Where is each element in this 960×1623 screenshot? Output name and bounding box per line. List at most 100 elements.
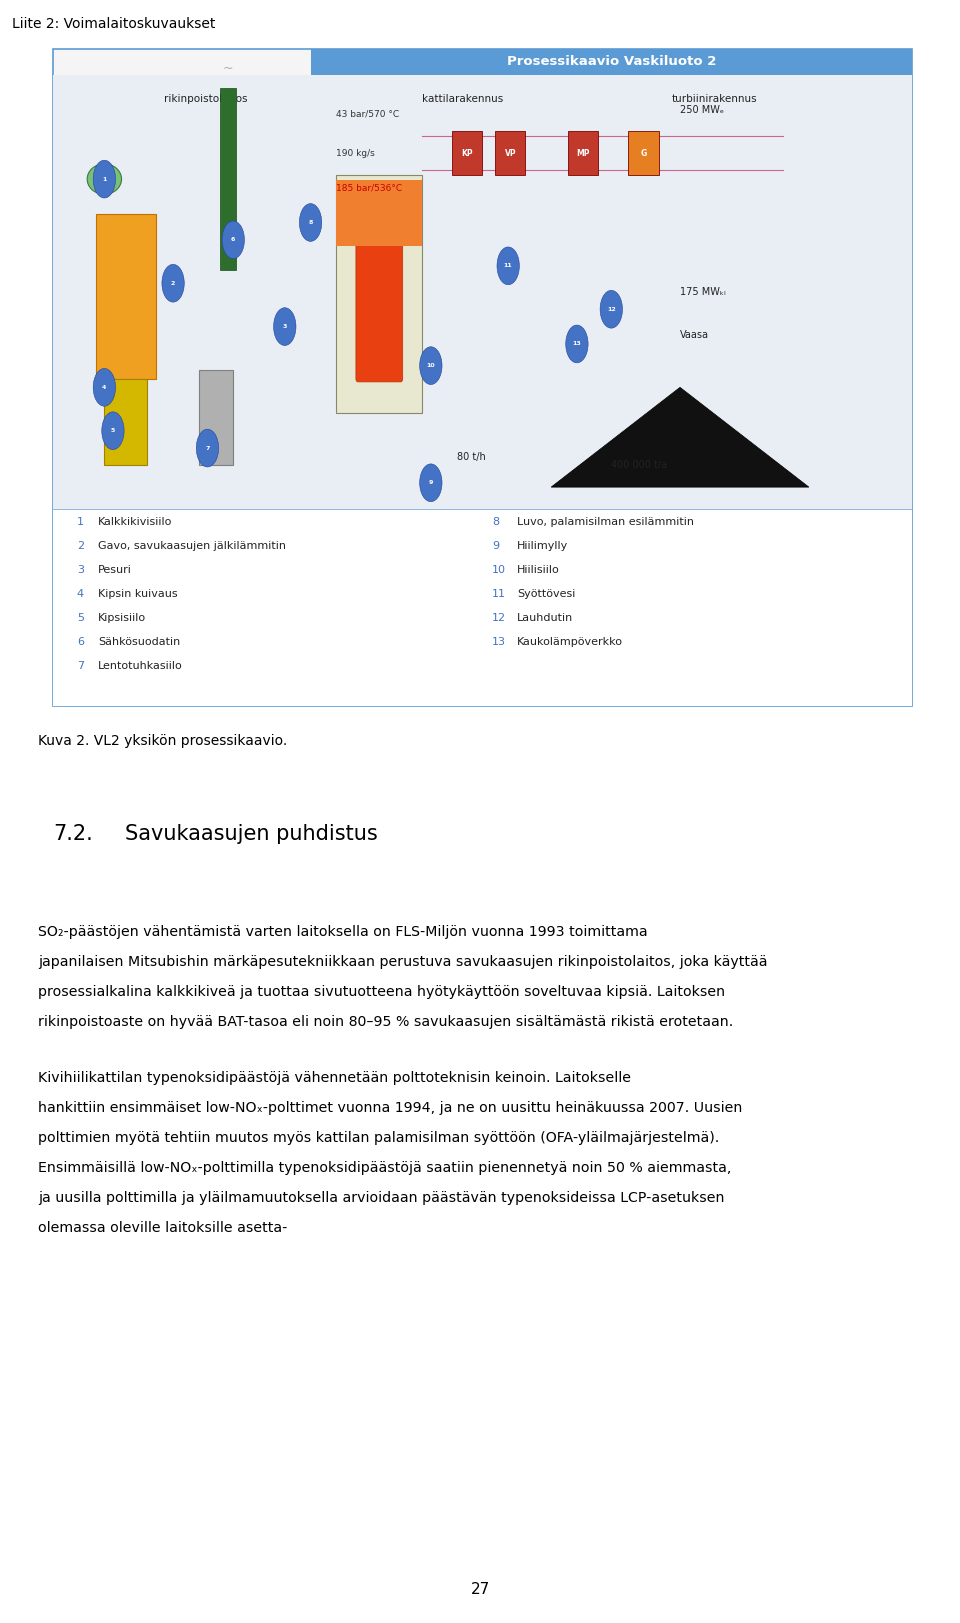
Text: turbiinirakennus: turbiinirakennus: [671, 94, 757, 104]
Text: 11: 11: [504, 263, 513, 268]
Text: hankittiin ensimmäiset low-NOₓ-polttimet vuonna 1994, ja ne on uusittu heinäkuus: hankittiin ensimmäiset low-NOₓ-polttimet…: [38, 1102, 743, 1115]
Bar: [311, 49, 912, 75]
Text: Gavo, savukaasujen jälkilämmitin: Gavo, savukaasujen jälkilämmitin: [98, 540, 286, 550]
Text: kattilarakennus: kattilarakennus: [422, 94, 503, 104]
Text: 27: 27: [470, 1582, 490, 1597]
Circle shape: [93, 368, 115, 406]
Text: prosessialkalina kalkkikiveä ja tuottaa sivutuotteena hyötykäyttöön soveltuvaa k: prosessialkalina kalkkikiveä ja tuottaa …: [38, 985, 726, 1000]
FancyBboxPatch shape: [336, 175, 422, 414]
Ellipse shape: [87, 164, 122, 195]
Text: 8: 8: [492, 516, 499, 527]
Text: 80 t/h: 80 t/h: [457, 451, 486, 463]
Text: Pesuri: Pesuri: [98, 565, 132, 575]
Text: ~: ~: [223, 62, 233, 75]
Text: 250 MWₑ: 250 MWₑ: [680, 105, 724, 115]
Text: 8: 8: [308, 221, 313, 226]
FancyBboxPatch shape: [199, 370, 233, 466]
Polygon shape: [551, 388, 809, 487]
Circle shape: [600, 291, 622, 328]
Circle shape: [497, 247, 519, 284]
Circle shape: [222, 221, 245, 258]
Text: Luvo, palamisilman esilämmitin: Luvo, palamisilman esilämmitin: [516, 516, 694, 527]
Text: 2: 2: [77, 540, 84, 550]
Bar: [53, 510, 912, 706]
Text: 2: 2: [171, 281, 176, 286]
Text: SO₂-päästöjen vähentämistä varten laitoksella on FLS-Miljön vuonna 1993 toimitta: SO₂-päästöjen vähentämistä varten laitok…: [38, 925, 648, 940]
Text: Lauhdutin: Lauhdutin: [516, 613, 573, 623]
Text: Kalkkikivisiilo: Kalkkikivisiilo: [98, 516, 172, 527]
Text: 6: 6: [77, 636, 84, 648]
Text: Ensimmäisillä low-NOₓ-polttimilla typenoksidipäästöjä saatiin pienennetyä noin 5: Ensimmäisillä low-NOₓ-polttimilla typeno…: [38, 1162, 732, 1175]
Text: G: G: [640, 149, 647, 157]
FancyBboxPatch shape: [96, 214, 156, 378]
Text: 10: 10: [426, 364, 435, 368]
Text: 3: 3: [282, 325, 287, 329]
Text: 185 bar/536°C: 185 bar/536°C: [336, 183, 402, 192]
Bar: [53, 75, 912, 510]
Text: 9: 9: [429, 480, 433, 485]
Text: VP: VP: [505, 149, 516, 157]
Text: Lentotuhkasiilo: Lentotuhkasiilo: [98, 661, 182, 670]
Text: 9: 9: [492, 540, 499, 550]
Text: 6: 6: [231, 237, 235, 242]
Text: rikinpoistoaste on hyvää BAT-tasoa eli noin 80–95 % savukaasujen sisältämästä ri: rikinpoistoaste on hyvää BAT-tasoa eli n…: [38, 1016, 733, 1029]
Text: Kivihiilikattilan typenoksidipäästöjä vähennetään polttoteknisin keinoin. Laitok: Kivihiilikattilan typenoksidipäästöjä vä…: [38, 1071, 632, 1086]
Text: Sähkösuodatin: Sähkösuodatin: [98, 636, 180, 648]
FancyBboxPatch shape: [452, 131, 483, 175]
FancyBboxPatch shape: [629, 131, 659, 175]
Text: 7: 7: [205, 446, 209, 451]
FancyBboxPatch shape: [105, 378, 147, 466]
Text: 10: 10: [492, 565, 506, 575]
Text: 43 bar/570 °C: 43 bar/570 °C: [336, 109, 399, 118]
Circle shape: [102, 412, 124, 450]
FancyBboxPatch shape: [495, 131, 525, 175]
Text: 3: 3: [77, 565, 84, 575]
Bar: [53, 49, 912, 706]
Text: 4: 4: [77, 589, 84, 599]
Text: 1: 1: [77, 516, 84, 527]
Circle shape: [420, 464, 442, 502]
Text: Kipsin kuivaus: Kipsin kuivaus: [98, 589, 178, 599]
Text: Syöttövesi: Syöttövesi: [516, 589, 575, 599]
Text: Savukaasujen puhdistus: Savukaasujen puhdistus: [125, 824, 377, 844]
Text: 11: 11: [492, 589, 506, 599]
FancyBboxPatch shape: [568, 131, 598, 175]
Text: Kipsisiilo: Kipsisiilo: [98, 613, 146, 623]
Text: Hiilisiilo: Hiilisiilo: [516, 565, 560, 575]
FancyBboxPatch shape: [336, 180, 422, 247]
Circle shape: [565, 325, 588, 364]
Text: japanilaisen Mitsubishin märkäpesutekniikkaan perustuva savukaasujen rikinpoisto: japanilaisen Mitsubishin märkäpesuteknii…: [38, 954, 768, 969]
Text: 13: 13: [572, 341, 582, 346]
Text: 7: 7: [77, 661, 84, 670]
Text: 13: 13: [492, 636, 506, 648]
Text: 4: 4: [102, 385, 107, 390]
Circle shape: [300, 203, 322, 242]
Text: Vaasa: Vaasa: [680, 329, 709, 341]
Text: Prosessikaavio Vaskiluoto 2: Prosessikaavio Vaskiluoto 2: [507, 55, 716, 68]
Text: Hiilimylly: Hiilimylly: [516, 540, 568, 550]
Text: rikinpoistolaitos: rikinpoistolaitos: [164, 94, 248, 104]
Circle shape: [420, 347, 442, 385]
Text: ja uusilla polttimilla ja yläilmamuutoksella arvioidaan päästävän typenoksideiss: ja uusilla polttimilla ja yläilmamuutoks…: [38, 1191, 725, 1206]
Text: olemassa oleville laitoksille asetta-: olemassa oleville laitoksille asetta-: [38, 1222, 288, 1235]
Text: 1: 1: [102, 177, 107, 182]
Text: 12: 12: [492, 613, 506, 623]
Text: MP: MP: [577, 149, 590, 157]
FancyBboxPatch shape: [356, 237, 402, 381]
Text: KP: KP: [462, 149, 473, 157]
Text: polttimien myötä tehtiin muutos myös kattilan palamisilman syöttöön (OFA-yläilma: polttimien myötä tehtiin muutos myös kat…: [38, 1131, 720, 1146]
Circle shape: [274, 308, 296, 346]
Text: Kuva 2. VL2 yksikön prosessikaavio.: Kuva 2. VL2 yksikön prosessikaavio.: [38, 734, 288, 748]
Text: 175 MWₖₗ: 175 MWₖₗ: [680, 287, 726, 297]
Text: 190 kg/s: 190 kg/s: [336, 149, 375, 157]
Text: 400 000 t/a: 400 000 t/a: [612, 461, 667, 471]
Circle shape: [196, 428, 219, 467]
Text: 5: 5: [110, 428, 115, 433]
Text: Kaukolämpöverkko: Kaukolämpöverkko: [516, 636, 623, 648]
Bar: [221, 88, 236, 269]
Text: 7.2.: 7.2.: [53, 824, 92, 844]
Circle shape: [162, 265, 184, 302]
Text: 5: 5: [77, 613, 84, 623]
Text: Liite 2: Voimalaitoskuvaukset: Liite 2: Voimalaitoskuvaukset: [12, 16, 215, 31]
Text: 12: 12: [607, 307, 615, 312]
